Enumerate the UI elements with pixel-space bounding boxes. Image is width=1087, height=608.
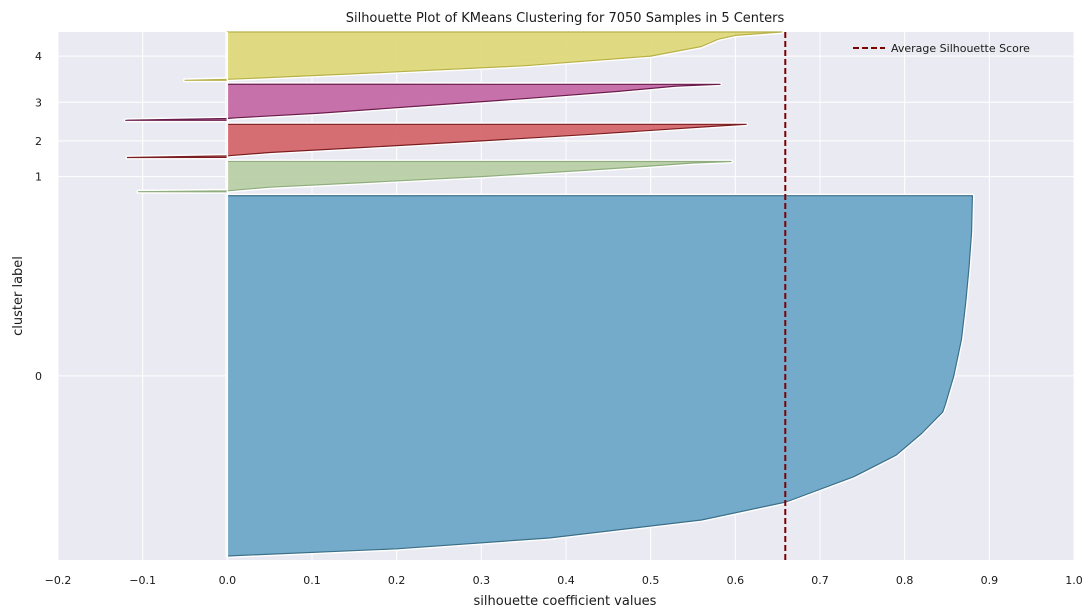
cluster-4-area <box>184 31 783 81</box>
x-tick-label: 0.2 <box>388 574 406 587</box>
cluster-2-area <box>126 123 747 159</box>
cluster-1-area <box>137 160 732 193</box>
x-tick-label: 0.0 <box>219 574 237 587</box>
legend: Average Silhouette Score <box>853 42 1030 55</box>
x-tick-label: 0.3 <box>473 574 491 587</box>
y-axis-ticks: 0 1 2 3 4 <box>35 50 42 383</box>
y-tick-label-2: 2 <box>35 135 42 148</box>
y-tick-label-1: 1 <box>35 171 42 184</box>
x-tick-label: 0.5 <box>642 574 660 587</box>
y-tick-label-3: 3 <box>35 96 42 109</box>
x-tick-label: −0.2 <box>45 574 72 587</box>
x-tick-label: 0.7 <box>811 574 829 587</box>
legend-label-average-silhouette: Average Silhouette Score <box>891 42 1030 55</box>
cluster-3-area <box>125 83 721 121</box>
chart-title: Silhouette Plot of KMeans Clustering for… <box>346 11 785 26</box>
x-tick-label: 0.9 <box>981 574 999 587</box>
x-tick-label: 0.1 <box>303 574 321 587</box>
y-tick-label-4: 4 <box>35 50 42 63</box>
y-tick-label-0: 0 <box>35 370 42 383</box>
x-axis-ticks: −0.2 −0.1 0.0 0.1 0.2 0.3 0.4 0.5 0.6 0.7 0.8 0.9 1.… <box>45 574 1083 587</box>
y-axis-label: cluster label <box>11 256 26 336</box>
x-tick-label: 1.0 <box>1065 574 1083 587</box>
x-tick-label: 0.4 <box>557 574 575 587</box>
x-tick-label: 0.8 <box>896 574 914 587</box>
x-tick-label: 0.6 <box>727 574 745 587</box>
x-tick-label: −0.1 <box>129 574 156 587</box>
x-axis-label: silhouette coefficient values <box>474 594 657 608</box>
